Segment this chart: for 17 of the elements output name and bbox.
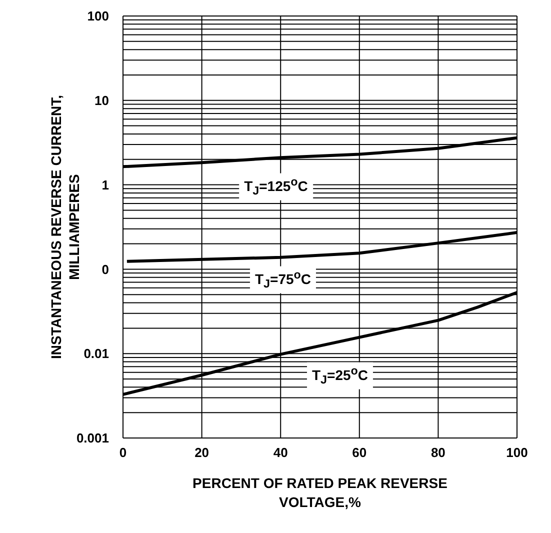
x-tick-label: 20	[194, 445, 210, 460]
x-tick-label: 100	[506, 445, 528, 460]
series-label: T$_{J}$=125$^{o}$C	[239, 173, 313, 201]
series-label: T$_{J}$=25$^{o}$C	[306, 362, 374, 390]
y-tick-label: 10	[94, 93, 109, 108]
y-tick-label: 100	[87, 8, 109, 24]
y-tick-label: 0	[102, 262, 109, 277]
x-axis-title: PERCENT OF RATED PEAK REVERSE VOLTAGE,%	[192, 475, 448, 510]
x-tick-label: 80	[430, 445, 446, 460]
x-tick-label: 0	[119, 445, 127, 460]
x-tick-label: 40	[273, 445, 288, 460]
y-tick-label: 1	[102, 177, 109, 192]
y-tick-label: 0.01	[84, 346, 109, 362]
x-tick-label: 60	[352, 445, 367, 460]
y-tick-label: 0.001	[76, 430, 109, 446]
y-axis-title: INSTANTANEOUS REVERSE CURRENT, MILLIAMPERES	[48, 95, 82, 359]
series-label: T$_{J}$=75$^{o}$C	[250, 266, 316, 294]
